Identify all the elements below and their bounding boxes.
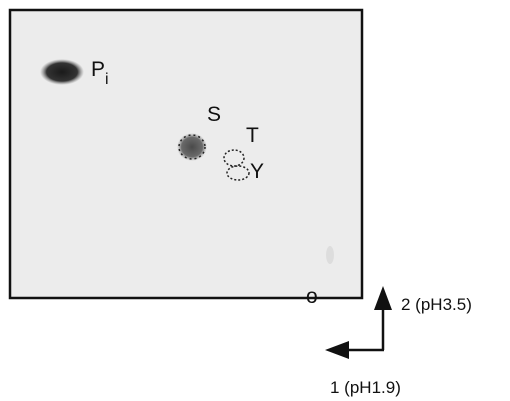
tyrosine-label: Y xyxy=(250,160,264,183)
serine-label: S xyxy=(207,103,221,126)
threonine-label: T xyxy=(246,124,259,147)
dimension-1-label: 1 (pH1.9) xyxy=(330,378,401,397)
origin-label: o xyxy=(306,285,318,308)
figure: Pi S T Y o 2 (pH3.5) 1 (pH1.9) xyxy=(0,0,510,401)
serine-spot xyxy=(177,133,207,161)
pi-label-subscript: i xyxy=(105,71,109,88)
pi-spot xyxy=(40,59,84,85)
dimension-2-label: 2 (pH3.5) xyxy=(401,295,472,314)
plate-smudge xyxy=(326,246,334,264)
pi-label-main: P xyxy=(91,58,105,81)
